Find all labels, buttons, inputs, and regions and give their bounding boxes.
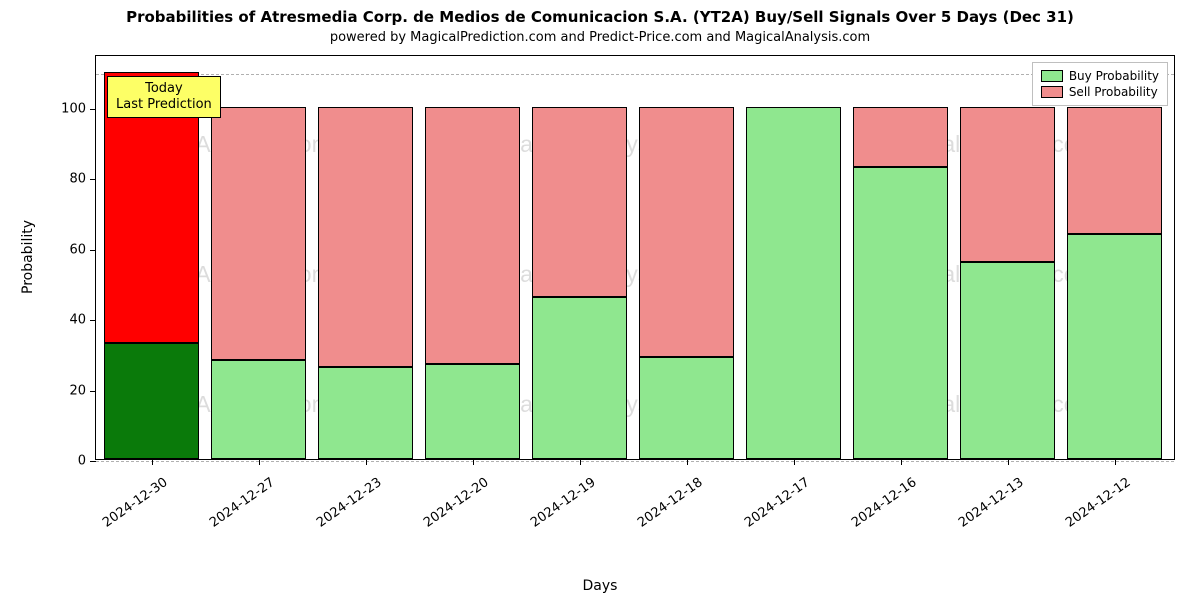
x-tick — [687, 459, 688, 465]
bar-buy — [532, 297, 627, 459]
bar-sell — [318, 107, 413, 368]
bar-buy — [425, 364, 520, 459]
bar-sell — [1067, 107, 1162, 234]
x-tick-label: 2024-12-30 — [88, 475, 170, 539]
bar-buy — [318, 367, 413, 459]
x-tick — [1008, 459, 1009, 465]
x-tick — [366, 459, 367, 465]
chart-subtitle: powered by MagicalPrediction.com and Pre… — [0, 30, 1200, 45]
y-tick-label: 60 — [69, 242, 86, 257]
y-tick — [90, 391, 96, 392]
bar-buy — [1067, 234, 1162, 459]
x-tick-label: 2024-12-16 — [837, 475, 919, 539]
x-tick-label: 2024-12-23 — [302, 475, 384, 539]
today-line1: Today — [116, 81, 212, 97]
x-tick-label: 2024-12-13 — [944, 475, 1026, 539]
legend: Buy Probability Sell Probability — [1032, 62, 1168, 106]
x-tick-label: 2024-12-18 — [623, 475, 705, 539]
x-tick — [473, 459, 474, 465]
bar-slot — [425, 54, 520, 459]
bar-slot — [853, 54, 948, 459]
bar-slot — [746, 54, 841, 459]
legend-swatch-sell — [1041, 86, 1063, 98]
x-tick-label: 2024-12-27 — [195, 475, 277, 539]
x-axis-label: Days — [0, 578, 1200, 594]
bar-sell — [532, 107, 627, 297]
bar-sell — [960, 107, 1055, 262]
x-tick — [259, 459, 260, 465]
bar-slot — [639, 54, 734, 459]
x-tick-label: 2024-12-20 — [409, 475, 491, 539]
chart-title: Probabilities of Atresmedia Corp. de Med… — [0, 8, 1200, 26]
legend-swatch-buy — [1041, 70, 1063, 82]
legend-label-sell: Sell Probability — [1069, 85, 1158, 99]
bar-slot — [532, 54, 627, 459]
x-tick — [1115, 459, 1116, 465]
today-line2: Last Prediction — [116, 97, 212, 113]
y-tick-label: 40 — [69, 313, 86, 328]
today-annotation: TodayLast Prediction — [107, 76, 221, 119]
x-tick — [580, 459, 581, 465]
y-tick — [90, 250, 96, 251]
y-tick — [90, 320, 96, 321]
bar-buy — [746, 107, 841, 459]
x-tick — [794, 459, 795, 465]
bar-buy — [211, 360, 306, 459]
legend-row-buy: Buy Probability — [1041, 68, 1159, 84]
plot-area: 020406080100MagicalAnalysis.comMagicalAn… — [95, 55, 1175, 460]
bar-slot — [318, 54, 413, 459]
bar-slot — [1067, 54, 1162, 459]
x-tick-label: 2024-12-12 — [1051, 475, 1133, 539]
bar-buy — [853, 167, 948, 459]
bar-buy — [639, 357, 734, 459]
y-axis-label: Probability — [20, 220, 36, 294]
bar-buy — [104, 343, 199, 459]
y-tick-label: 80 — [69, 172, 86, 187]
y-tick — [90, 461, 96, 462]
y-tick — [90, 179, 96, 180]
bar-sell — [853, 107, 948, 167]
y-tick-label: 20 — [69, 383, 86, 398]
bar-buy — [960, 262, 1055, 459]
legend-row-sell: Sell Probability — [1041, 84, 1159, 100]
chart-container: Probabilities of Atresmedia Corp. de Med… — [0, 0, 1200, 600]
x-tick — [152, 459, 153, 465]
y-tick — [90, 109, 96, 110]
y-tick-label: 100 — [61, 101, 86, 116]
bar-slot — [960, 54, 1055, 459]
x-tick-label: 2024-12-19 — [516, 475, 598, 539]
bar-sell — [425, 107, 520, 364]
bar-sell — [211, 107, 306, 361]
y-tick-label: 0 — [78, 454, 86, 469]
legend-label-buy: Buy Probability — [1069, 69, 1159, 83]
bar-sell — [639, 107, 734, 357]
bar-slot — [211, 54, 306, 459]
x-tick-label: 2024-12-17 — [730, 475, 812, 539]
x-tick — [901, 459, 902, 465]
